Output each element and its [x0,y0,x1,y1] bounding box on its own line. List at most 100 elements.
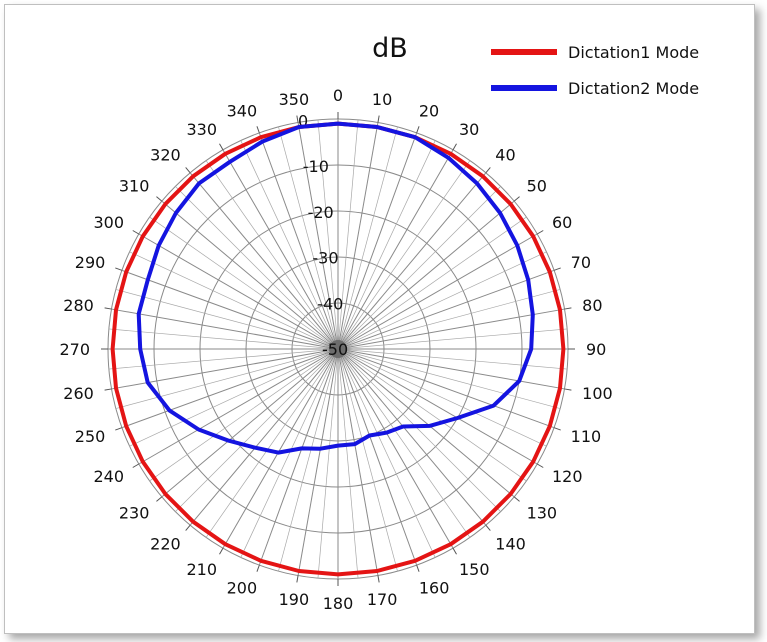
angle-label: 80 [582,296,602,315]
angle-label: 290 [75,253,106,272]
grid-spoke [337,348,515,498]
grid-spoke-minor [317,119,339,350]
angular-tick [536,230,544,235]
angular-tick [553,427,561,431]
grid-spoke-minor [278,348,339,572]
angle-label: 260 [63,384,94,403]
grid-spoke-minor [278,126,339,350]
grid-spoke [121,348,339,429]
series-line-1 [110,121,566,577]
grid-spoke-minor [337,140,436,350]
angular-tick [296,575,299,583]
center-hub [329,340,347,358]
grid-spoke [337,233,538,350]
grid-spoke-minor [149,348,339,482]
angular-tick [132,463,140,468]
angle-label: 320 [150,145,181,164]
grid-spoke-minor [337,328,568,350]
angle-label: 350 [279,90,310,109]
legend-label: Dictation1 Mode [568,43,699,62]
legend: Dictation1 Mode Dictation2 Mode [491,43,699,98]
grid-spoke [337,348,379,576]
grid-spoke-minor [175,186,339,350]
grid-spoke-minor [240,348,339,558]
grid-spoke-minor [175,348,339,512]
angular-tick [513,196,520,202]
grid-spoke [337,348,538,465]
angular-tick [156,496,163,502]
grid-spoke [337,149,454,350]
grid-spoke-minor [337,348,527,482]
angular-tick [104,388,112,391]
grid-spoke-minor [115,289,339,350]
angle-label: 60 [552,213,572,232]
grid-spoke-minor [337,289,561,350]
radial-tick-label: 0 [298,111,308,130]
grid-spoke [337,348,555,429]
grid-spoke-minor [337,348,398,572]
angular-tick [185,167,191,174]
angle-label: 310 [119,177,150,196]
grid-spoke [161,348,339,498]
grid-spoke [337,122,379,350]
angle-label: 130 [527,503,558,522]
chart-title: dB [372,33,408,64]
angular-tick [564,388,572,391]
grid-spoke [337,348,418,566]
angle-label: 180 [323,594,354,613]
angular-tick [256,564,260,572]
angular-tick [296,115,299,123]
grid-spoke-minor [337,186,501,350]
angle-label: 330 [186,120,217,139]
angle-label: 250 [75,427,106,446]
grid-spoke-minor [337,348,436,558]
angle-label: 170 [367,590,398,609]
angle-label: 210 [186,560,217,579]
angle-label: 0 [333,86,343,105]
grid-spoke [138,348,339,465]
angle-label: 270 [59,340,90,359]
grid-spoke [138,233,339,350]
angular-tick [553,267,561,271]
grid-spoke-minor [317,348,339,579]
grid-spoke-minor [129,348,339,447]
angle-label: 120 [552,467,583,486]
angle-label: 30 [459,120,479,139]
angle-label: 240 [93,467,124,486]
angular-tick [156,196,163,202]
series-line-2 [136,121,535,455]
grid-spoke-minor [337,348,501,512]
grid-spoke [297,348,339,576]
radial-tick-label: -20 [308,203,334,222]
angular-tick [115,427,123,431]
grid-spoke-minor [205,348,339,538]
grid-spoke-minor [337,348,471,538]
angle-label: 70 [571,253,591,272]
grid-spoke-minor [337,348,568,370]
grid-spoke [189,172,339,350]
grid-spoke [337,348,487,526]
angle-label: 160 [419,579,450,598]
grid-spoke-minor [240,140,339,350]
grid-spoke [222,149,339,350]
angle-label: 20 [419,101,439,120]
angular-tick [132,230,140,235]
angle-label: 50 [527,177,547,196]
angular-tick [452,143,457,151]
grid-spoke-minor [108,328,339,350]
angular-tick [485,524,491,531]
grid-spoke-minor [337,119,359,350]
grid-spoke [189,348,339,526]
series-layer [110,121,566,577]
angular-tick [564,307,572,310]
angle-label: 90 [586,340,606,359]
grid-spoke-minor [337,348,561,409]
radial-tick-label: -10 [303,157,329,176]
grid-spoke [337,308,565,350]
grid-spoke [222,348,339,549]
grid-spoke-minor [149,216,339,350]
grid-spoke [337,269,555,350]
angle-label: 40 [495,145,515,164]
